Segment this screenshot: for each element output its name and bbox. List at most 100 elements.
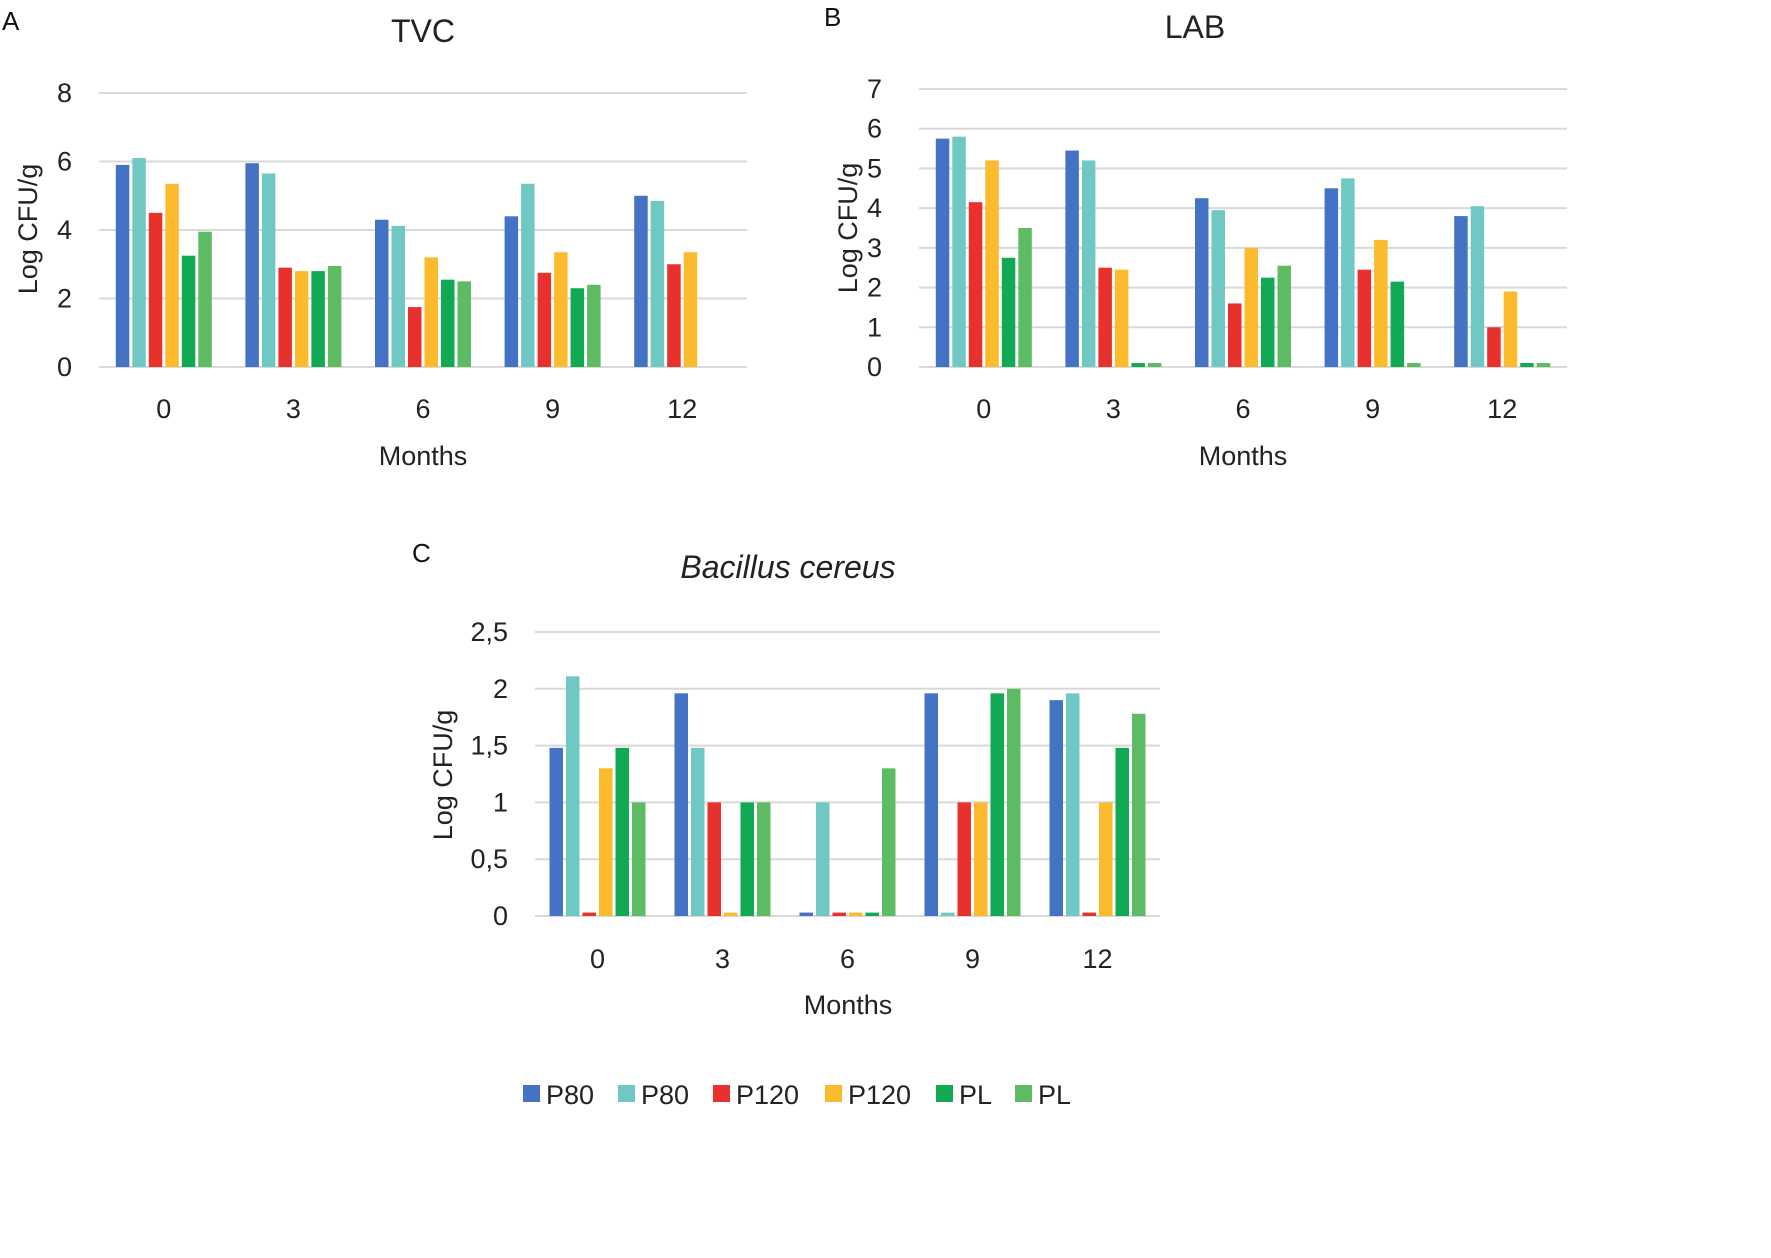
x-tick-labels: 0 3 6 9 12 bbox=[156, 394, 697, 424]
legend-item: P80 bbox=[523, 1080, 594, 1110]
bar bbox=[554, 252, 568, 367]
y-tick-label: 8 bbox=[57, 78, 72, 108]
bar bbox=[968, 202, 983, 367]
y-tick-label: 0 bbox=[867, 352, 882, 382]
bar bbox=[724, 912, 738, 916]
bar bbox=[537, 272, 552, 367]
chart-panel-c: C Bacillus cereus 0 0,5 1 1,5 2 2,5 0 3 6 9 12 Mo… bbox=[412, 538, 1160, 1020]
bar bbox=[457, 281, 471, 367]
y-tick-label: 5 bbox=[867, 153, 882, 183]
x-tick-label: 0 bbox=[976, 394, 991, 424]
bar bbox=[974, 802, 988, 916]
bar bbox=[582, 912, 596, 916]
x-axis-title: Months bbox=[379, 441, 468, 471]
y-tick-label: 4 bbox=[57, 215, 72, 245]
bar bbox=[615, 747, 629, 916]
x-tick-label: 12 bbox=[667, 394, 697, 424]
y-tick-labels: 0 1 2 3 4 5 6 7 bbox=[867, 74, 882, 382]
bar bbox=[650, 200, 665, 367]
legend-swatch bbox=[713, 1085, 730, 1102]
bar bbox=[1244, 247, 1258, 367]
bar bbox=[148, 212, 163, 367]
legend-swatch bbox=[523, 1085, 540, 1102]
bar bbox=[1374, 239, 1388, 367]
panel-letter-c: C bbox=[412, 538, 431, 568]
x-tick-labels: 0 3 6 9 12 bbox=[976, 394, 1517, 424]
bar bbox=[634, 195, 648, 367]
bar bbox=[165, 183, 179, 367]
bar bbox=[424, 257, 438, 367]
bar bbox=[985, 160, 999, 367]
legend-item: P120 bbox=[713, 1080, 799, 1110]
x-tick-label: 0 bbox=[156, 394, 171, 424]
bar bbox=[1001, 257, 1016, 367]
bar bbox=[261, 173, 276, 367]
bar bbox=[1487, 327, 1501, 367]
panel-letter-a: A bbox=[2, 6, 20, 36]
bar bbox=[1211, 210, 1225, 367]
bar bbox=[198, 231, 212, 367]
y-tick-labels: 0 2 4 6 8 bbox=[57, 78, 72, 382]
bar bbox=[1454, 216, 1468, 367]
bar bbox=[941, 912, 955, 916]
y-axis-title: Log CFU/g bbox=[833, 163, 863, 294]
y-tick-label: 2 bbox=[493, 674, 508, 704]
bar bbox=[924, 693, 938, 916]
panel-letter-b: B bbox=[824, 2, 841, 32]
bar bbox=[408, 307, 422, 367]
bar bbox=[391, 225, 405, 367]
gridlines bbox=[919, 88, 1567, 368]
legend-label: P120 bbox=[736, 1080, 799, 1110]
legend-item: PL bbox=[936, 1080, 992, 1110]
y-tick-label: 2,5 bbox=[470, 617, 508, 647]
bars bbox=[935, 136, 1551, 367]
x-tick-label: 12 bbox=[1487, 394, 1517, 424]
y-tick-label: 1,5 bbox=[470, 731, 508, 761]
bar bbox=[674, 693, 688, 916]
bar bbox=[882, 768, 896, 916]
bar bbox=[1115, 747, 1129, 916]
bar bbox=[566, 676, 580, 916]
y-tick-label: 2 bbox=[867, 273, 882, 303]
bar bbox=[1049, 700, 1063, 916]
bar bbox=[849, 912, 863, 916]
bar bbox=[832, 912, 846, 916]
bar bbox=[587, 284, 601, 367]
bar bbox=[990, 693, 1004, 916]
legend-swatch bbox=[1015, 1085, 1032, 1102]
y-tick-label: 1 bbox=[493, 787, 508, 817]
x-tick-label: 6 bbox=[1235, 394, 1250, 424]
y-tick-label: 6 bbox=[867, 114, 882, 144]
bar bbox=[570, 288, 585, 367]
legend: P80 P80 P120 P120 PL PL bbox=[523, 1080, 1071, 1110]
x-tick-label: 0 bbox=[590, 944, 605, 974]
bar bbox=[599, 768, 613, 916]
bar bbox=[1114, 269, 1129, 367]
chart-panel-a: A TVC 0 2 4 6 8 0 3 6 9 12 Months Log CFU/g bbox=[2, 6, 747, 471]
bar bbox=[1018, 228, 1032, 367]
bar bbox=[1131, 363, 1145, 367]
bar bbox=[1007, 688, 1021, 916]
gridlines bbox=[99, 92, 747, 368]
y-tick-label: 2 bbox=[57, 284, 72, 314]
bar bbox=[957, 802, 971, 916]
bar bbox=[375, 219, 389, 367]
x-tick-label: 6 bbox=[415, 394, 430, 424]
bar bbox=[667, 264, 681, 367]
bar bbox=[549, 747, 563, 916]
bar bbox=[1082, 912, 1096, 916]
bar bbox=[1099, 802, 1113, 916]
bar bbox=[441, 279, 455, 367]
legend-label: P80 bbox=[546, 1080, 594, 1110]
bar bbox=[294, 271, 309, 367]
y-tick-labels: 0 0,5 1 1,5 2 2,5 bbox=[470, 617, 508, 931]
bar bbox=[1098, 267, 1112, 367]
bar bbox=[311, 271, 325, 367]
y-tick-label: 0 bbox=[493, 901, 508, 931]
legend-label: PL bbox=[959, 1080, 992, 1110]
bar bbox=[327, 265, 342, 367]
bar bbox=[935, 138, 950, 367]
x-tick-label: 9 bbox=[1365, 394, 1380, 424]
y-tick-label: 7 bbox=[867, 74, 882, 104]
